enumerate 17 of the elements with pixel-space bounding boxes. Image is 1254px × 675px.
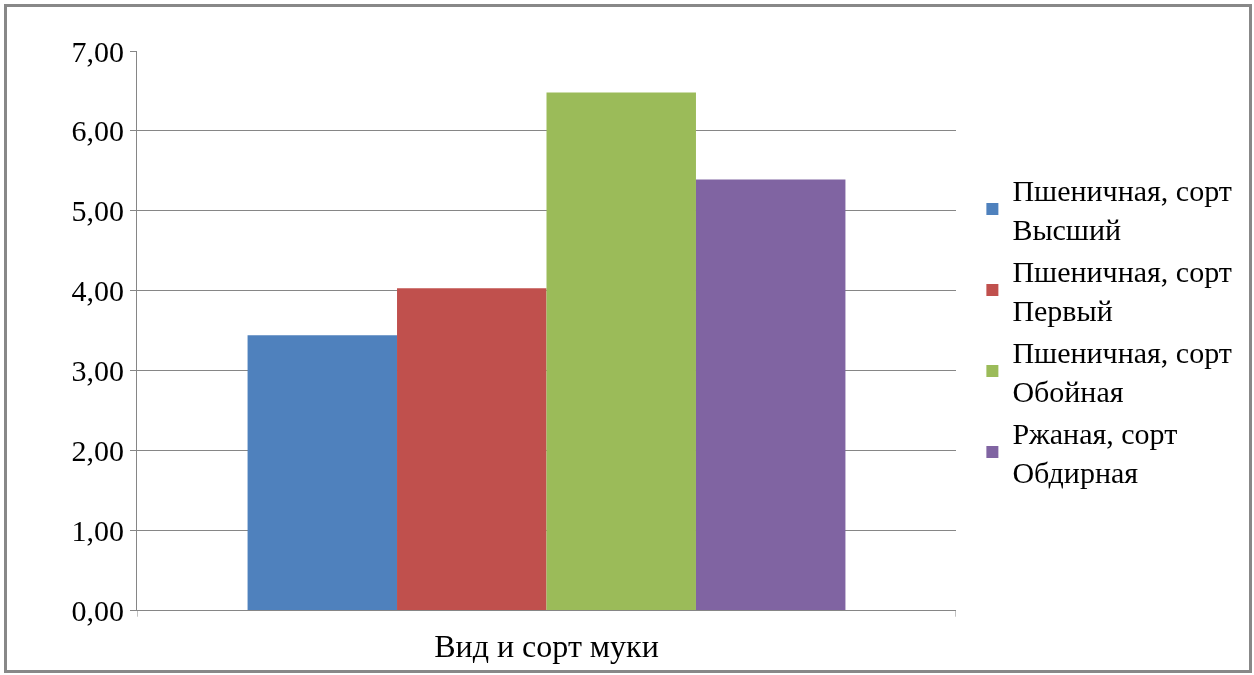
y-tick-label: 0,00 [71,593,124,627]
legend-label: Ржаная, сорт Обдирная [1012,417,1178,490]
legend-label: Пшеничная, сорт Высший [1012,174,1232,247]
bar [397,288,547,610]
y-tick-label: 1,00 [71,513,124,547]
x-axis-title: Вид и сорт муки [434,627,659,664]
bar [695,179,846,610]
legend-label: Пшеничная, сорт Обойная [1012,336,1232,409]
y-tick-label: 3,00 [71,353,124,387]
y-tick-label: 2,00 [71,433,124,467]
y-tick-label: 5,00 [71,194,124,228]
bar [247,335,398,610]
bar [546,92,696,610]
y-tick-label: 6,00 [71,114,124,148]
legend-label: Пшеничная, сорт Первый [1012,255,1232,328]
y-tick-label: 7,00 [71,34,124,68]
y-tick-label: 4,00 [71,274,124,308]
